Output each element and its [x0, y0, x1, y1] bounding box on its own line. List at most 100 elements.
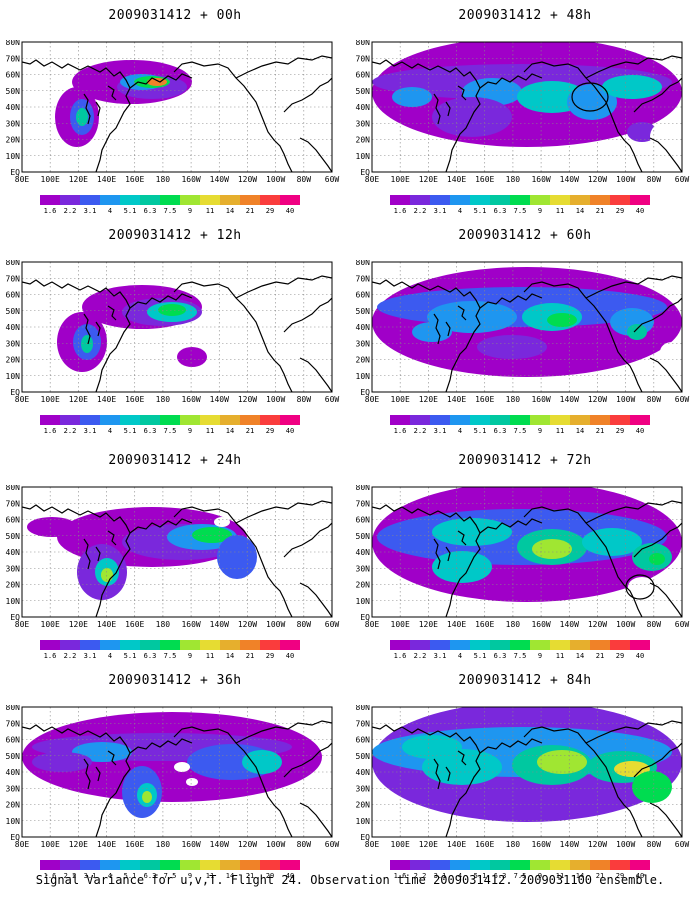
colorbar-segment: [570, 195, 590, 205]
colorbar-segment: [200, 860, 220, 870]
coastline: [649, 802, 682, 837]
variance-contour: [649, 553, 665, 565]
latitude-label: 10N: [356, 372, 371, 381]
colorbar-tick-label: 3.1: [83, 427, 97, 435]
latitude-label: 20N: [6, 136, 21, 145]
colorbar-tick-label: 29: [615, 207, 625, 215]
colorbar-segment: [510, 195, 530, 205]
colorbar-tick-label: 1.6: [43, 872, 57, 880]
latitude-label: 30N: [356, 339, 371, 348]
colorbar-tick-label: 7.5: [513, 652, 527, 660]
colorbar-segment: [120, 415, 140, 425]
colorbar-tick-label: 14: [575, 427, 585, 435]
colorbar-tick-label: 21: [595, 652, 605, 660]
latitude-label: 50N: [6, 752, 21, 761]
latitude-label: 80N: [356, 40, 371, 47]
coastline: [445, 321, 451, 337]
coastline: [235, 55, 332, 79]
coastline: [299, 357, 332, 392]
colorbar-segment: [260, 860, 280, 870]
colorbar-segment: [280, 860, 300, 870]
latitude-label: 50N: [356, 307, 371, 316]
colorbar-segment: [530, 195, 550, 205]
longitude-label: 140W: [560, 840, 579, 849]
colorbar-segment: [610, 415, 630, 425]
coastline: [633, 297, 682, 333]
colorbar-segment: [410, 415, 430, 425]
colorbar-segment: [120, 195, 140, 205]
colorbar-tick-label: 6.3: [493, 872, 507, 880]
variance-contour: [627, 122, 657, 142]
colorbar-tick-label: 7.5: [513, 872, 527, 880]
coastline: [372, 724, 481, 837]
colorbar-tick-label: 6.3: [143, 872, 157, 880]
latitude-label: 20N: [356, 581, 371, 590]
longitude-label: 180: [506, 620, 521, 629]
coastline: [633, 742, 682, 778]
colorbar-tick-label: 3.1: [433, 427, 447, 435]
panel-title: 2009031412 + 36h: [108, 673, 242, 688]
colorbar-tick-label: 3.1: [83, 872, 97, 880]
latitude-label: 60N: [356, 291, 371, 300]
colorbar-segment: [100, 195, 120, 205]
latitude-label: 60N: [6, 291, 21, 300]
colorbar-segment: [610, 195, 630, 205]
colorbar-tick-label: 1.6: [393, 872, 407, 880]
colorbar-segment: [550, 640, 570, 650]
colorbar-tick-label: 29: [265, 207, 275, 215]
colorbar-tick-label: 2.2: [413, 207, 427, 215]
colorbar-tick-label: 40: [635, 652, 645, 660]
coastline: [129, 293, 193, 309]
colorbar-segment: [80, 195, 100, 205]
longitude-label: 100W: [616, 620, 635, 629]
map-frame: [21, 41, 333, 173]
colorbar-segment: [590, 195, 610, 205]
longitude-label: 80W: [297, 395, 312, 404]
colorbar-tick-label: 11: [205, 652, 215, 660]
longitude-label: 60W: [325, 175, 340, 184]
panel-title: 2009031412 + 84h: [458, 673, 592, 688]
variance-contour: [532, 539, 572, 559]
longitude-label: 100W: [266, 620, 285, 629]
low-variance-region: [650, 123, 674, 151]
coastline: [107, 750, 117, 766]
longitude-label: 140E: [97, 840, 116, 849]
latitude-label: EQ: [360, 833, 370, 842]
colorbar-segment: [240, 195, 260, 205]
latitude-label: 30N: [6, 564, 21, 573]
colorbar-segment: [550, 195, 570, 205]
longitude-label: 100W: [616, 175, 635, 184]
colorbar-tick-label: 6.3: [143, 207, 157, 215]
longitude-label: 100E: [391, 395, 410, 404]
map-panel: 2009031412 + 84h 80N 70N 60N 50N 40N 30N 20N 10N…: [350, 665, 700, 890]
colorbar-segment: [60, 640, 80, 650]
coastline: [173, 61, 293, 172]
coastline: [457, 85, 467, 101]
colorbar-tick-label: 4: [457, 427, 463, 435]
colorbar-segment: [550, 860, 570, 870]
colorbar-tick-label: 40: [635, 207, 645, 215]
colorbar-segment: [590, 415, 610, 425]
latitude-label: 80N: [356, 485, 371, 492]
longitude-label: 100W: [266, 395, 285, 404]
colorbar-tick-label: 40: [635, 427, 645, 435]
colorbar-segment: [630, 195, 650, 205]
colorbar-segment: [140, 640, 160, 650]
coastline: [479, 73, 543, 89]
latitude-label: 20N: [6, 581, 21, 590]
colorbar-tick-label: 2.2: [63, 427, 77, 435]
map-panel: 2009031412 + 60h 80N 70N 60N 50N 40N 30N 20N 10N…: [350, 220, 700, 445]
colorbar-tick-label: 7.5: [513, 207, 527, 215]
variance-contour: [567, 84, 617, 120]
colorbar-tick-label: 11: [555, 207, 565, 215]
longitude-label: 120W: [588, 620, 607, 629]
latitude-label: 40N: [6, 548, 21, 557]
longitude-label: 80W: [647, 840, 662, 849]
colorbar-segment: [160, 860, 180, 870]
colorbar-segment: [530, 640, 550, 650]
colorbar-tick-label: 1.6: [43, 427, 57, 435]
variance-contour: [627, 324, 647, 340]
latitude-label: 60N: [6, 516, 21, 525]
map-panel: 2009031412 + 24h 80N 70N 60N 50N 40N 30N 20N 10N…: [0, 445, 350, 670]
